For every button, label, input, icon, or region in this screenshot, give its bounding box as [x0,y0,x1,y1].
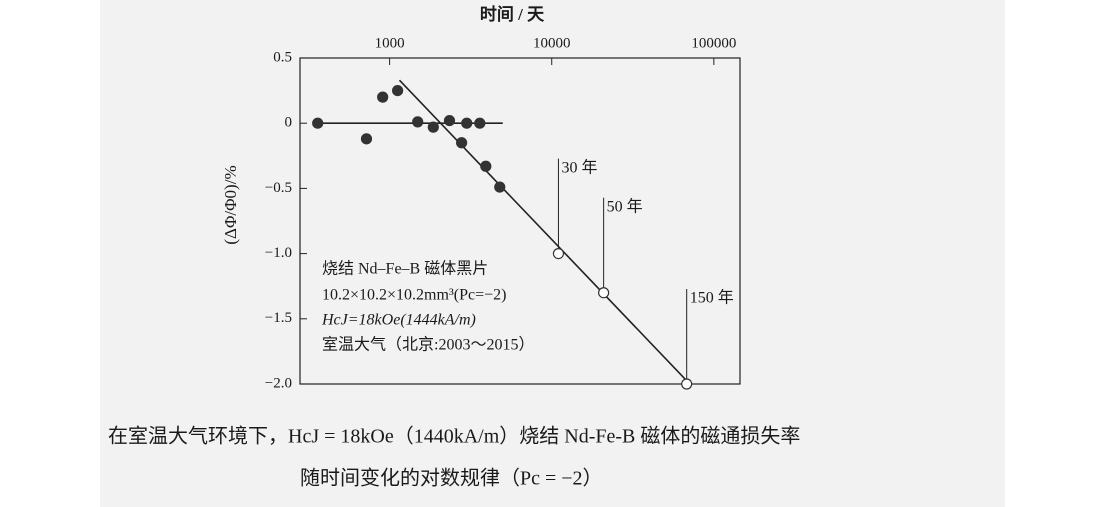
y-tick-label: 0 [285,115,293,131]
point-label: 30 年 [561,158,597,176]
data-point [552,248,565,260]
data-point [681,378,693,390]
data-point [412,116,424,128]
annotation: HcJ=18kOe(1444kA/m) [321,312,476,329]
x-axis-title: 时间 / 天 [480,4,545,24]
caption: 在室温大气环境下，HcJ = 18kOe（1440kA/m）烧结 Nd-Fe-B… [108,425,800,448]
data-point [377,91,389,103]
data-point [598,287,610,299]
annotation: 烧结 Nd–Fe–B 磁体黑片 [322,260,488,278]
y-tick-label: 0.5 [273,49,292,65]
data-point [443,114,456,127]
x-tick-label: 100000 [691,35,736,51]
paper [100,0,1005,507]
y-tick-label: −1.0 [265,245,292,261]
data-point [456,137,468,149]
data-point [391,84,404,97]
x-tick-label: 1000 [375,35,405,51]
y-tick-label: −2.0 [265,375,292,391]
data-point [427,121,439,133]
caption: 随时间变化的对数规律（Pc = −2） [300,467,603,490]
data-point [461,117,473,129]
plot-frame [299,57,741,385]
data-point [312,117,324,129]
y-tick-label: −0.5 [265,180,292,196]
point-label: 150 年 [690,289,734,307]
annotation: 室温大气（北京:2003～2015） [322,336,534,354]
data-point [480,160,492,172]
annotation: 10.2×10.2×10.2mm³(Pc=−2) [322,287,506,304]
data-point [360,133,373,145]
data-point [494,181,506,193]
point-label: 50 年 [607,197,643,215]
y-tick-label: −1.5 [265,310,292,326]
fit-line [398,79,691,385]
y-axis-title: (ΔΦ/Φ0)/% [221,165,240,244]
data-point [474,117,486,129]
x-tick-label: 10000 [533,35,571,51]
